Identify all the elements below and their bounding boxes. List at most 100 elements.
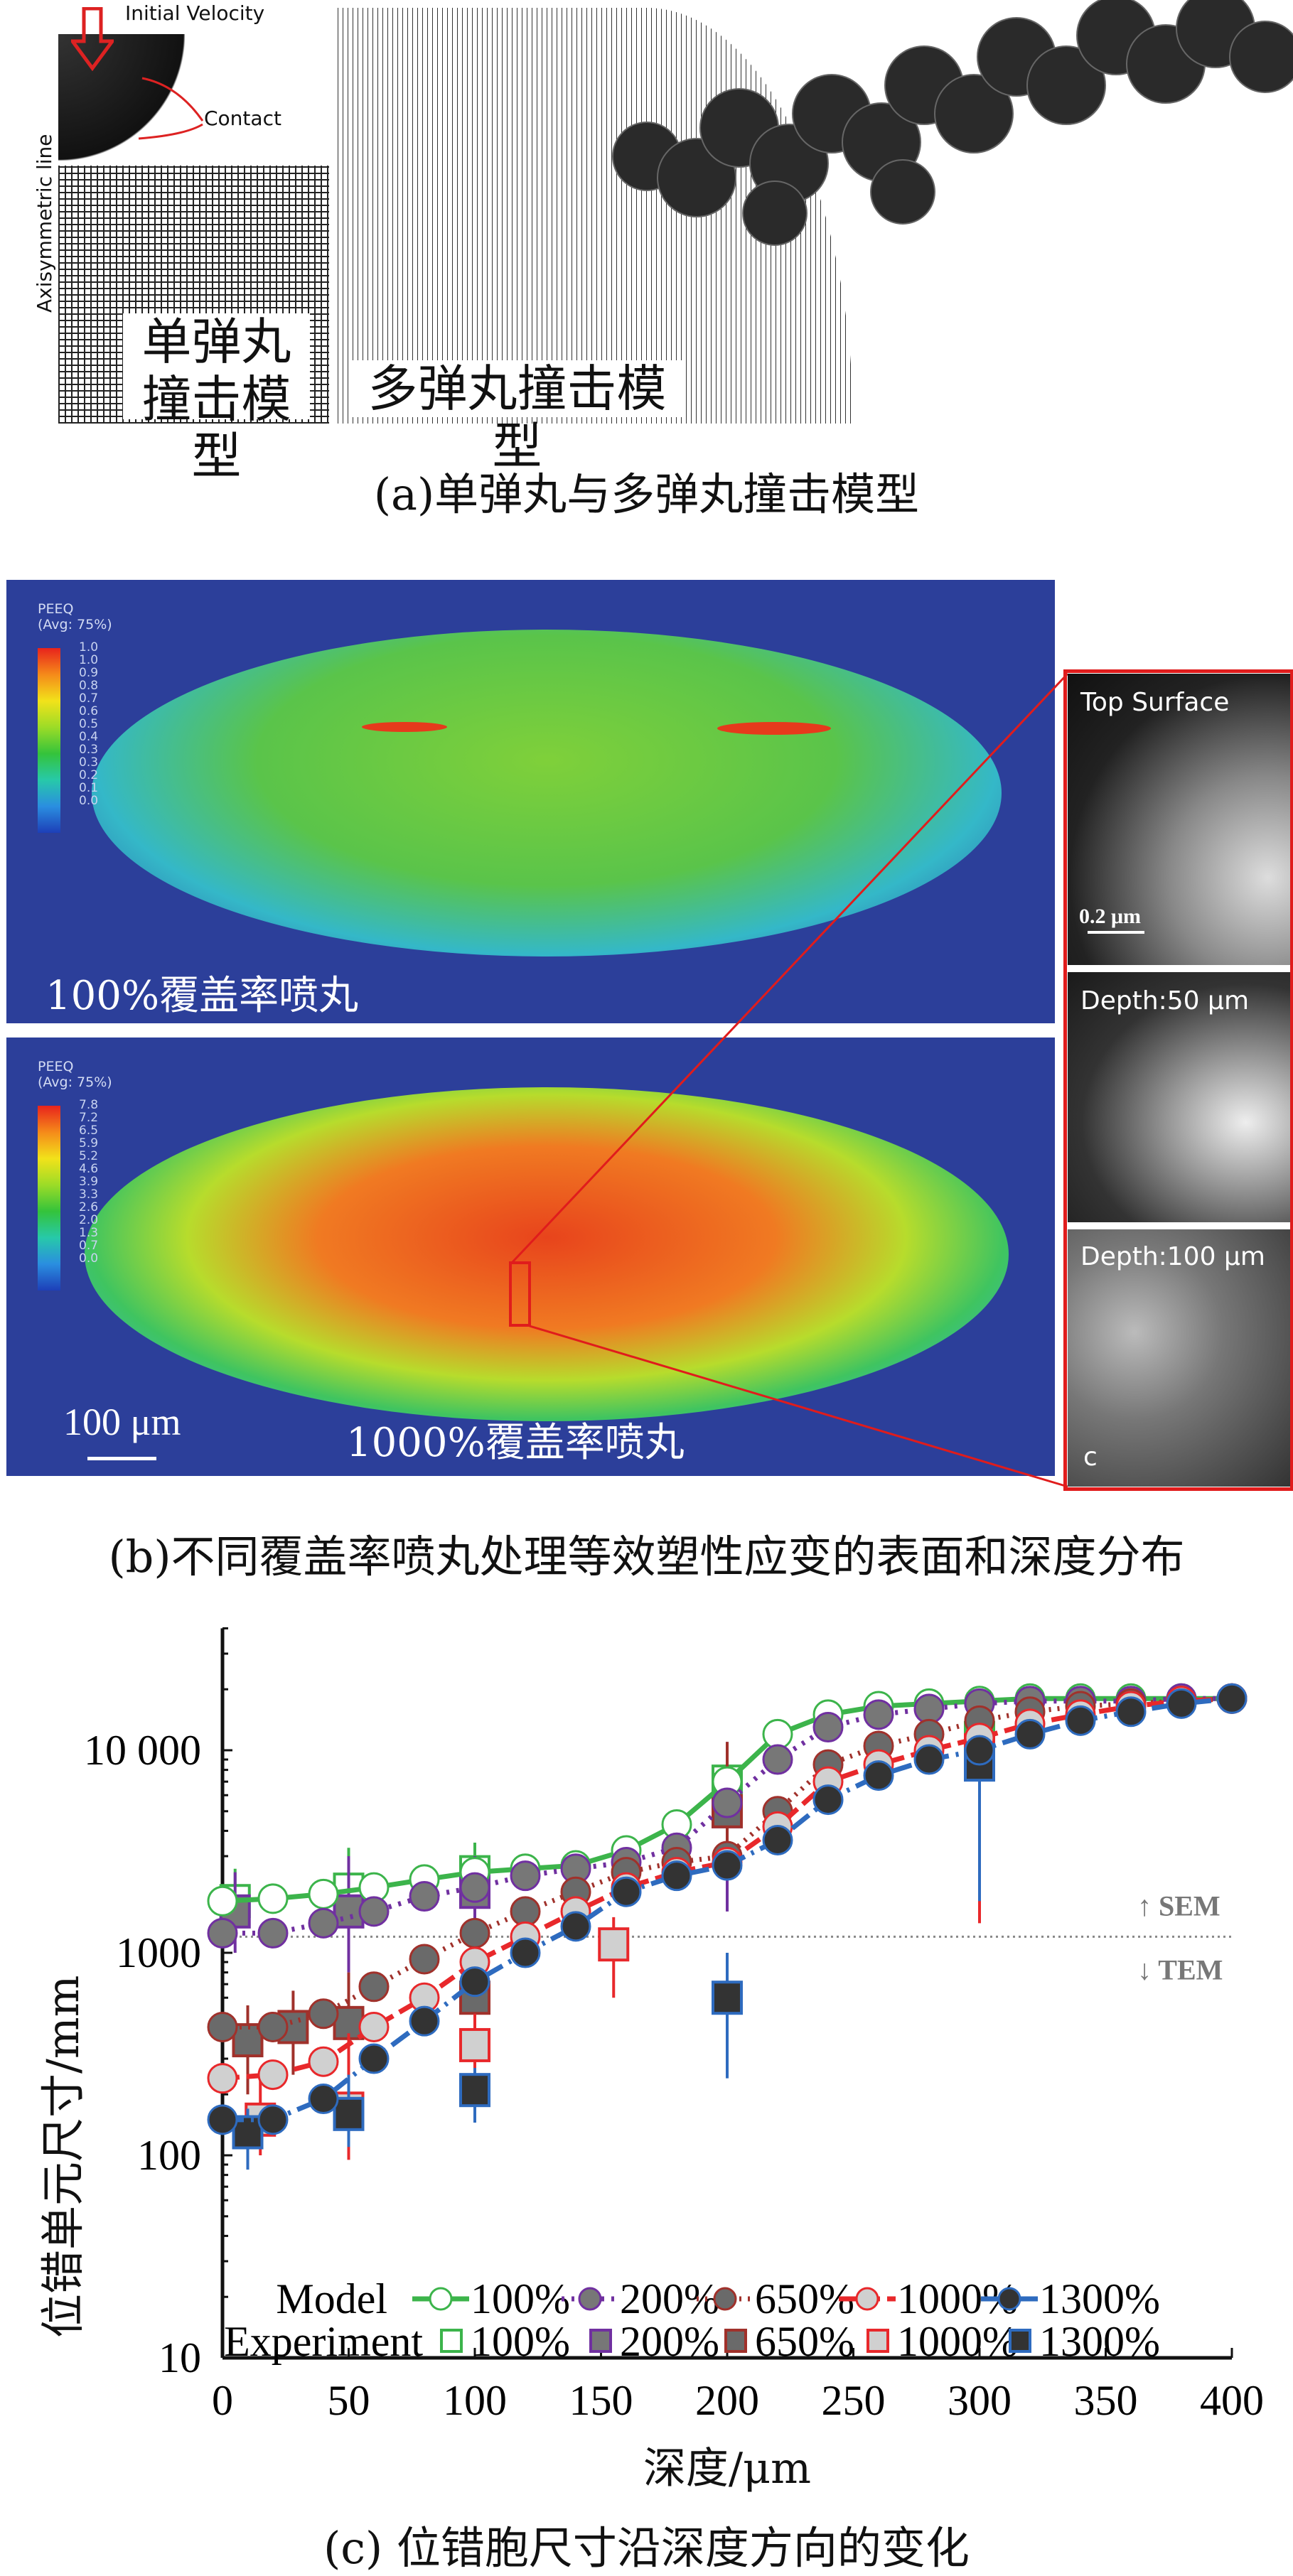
caption-c: (c) 位错胞尺寸沿深度方向的变化 — [323, 2522, 970, 2574]
model-point-200% — [510, 1860, 541, 1892]
model-point-650% — [257, 2011, 289, 2042]
contact-label: Contact — [204, 107, 281, 130]
multi-model-title: 多弹丸撞击模型 — [352, 360, 682, 475]
legend-experiment-marker — [867, 2329, 889, 2353]
model-point-1300% — [611, 1876, 642, 1907]
legend-experiment-entry: 100% — [471, 2318, 570, 2365]
initial-velocity-label: Initial Velocity — [125, 1, 265, 25]
single-model-title: 单弹丸 撞击模型 — [123, 313, 310, 485]
x-tick-label: 300 — [948, 2377, 1012, 2424]
legend-experiment-entry: 1000% — [897, 2318, 1018, 2365]
scale-bar-label: 100 μm — [63, 1401, 181, 1443]
model-point-1300% — [913, 1744, 945, 1775]
y-tick-label: 1000 — [116, 1929, 201, 1976]
legend-experiment-entry: 650% — [755, 2318, 854, 2365]
model-line-200% — [222, 1696, 1232, 1936]
legend-model-entry: 200% — [620, 2275, 719, 2322]
legend-model-label: Model — [276, 2275, 387, 2322]
model-point-200% — [863, 1699, 894, 1730]
zoom-lines — [510, 672, 1069, 1488]
legend-title: PEEQ — [38, 1059, 74, 1074]
model-point-200% — [812, 1712, 844, 1743]
hotspot — [362, 722, 447, 732]
sample-region-marker[interactable] — [509, 1261, 531, 1327]
model-point-200% — [459, 1872, 490, 1903]
tem-image-depth-50: Depth:50 μm — [1068, 972, 1290, 1222]
legend-title: PEEQ — [38, 601, 74, 617]
model-point-200% — [712, 1787, 743, 1818]
colorbar — [38, 1106, 60, 1290]
model-point-200% — [207, 1917, 238, 1949]
sem-label: ↑ SEM — [1137, 1890, 1220, 1922]
model-point-200% — [409, 1881, 440, 1912]
model-point-1300% — [863, 1760, 894, 1791]
legend-experiment-entry: 1300% — [1039, 2318, 1160, 2365]
model-point-1300% — [358, 2043, 390, 2074]
model-point-650% — [510, 1896, 541, 1927]
experiment-point-1300% — [459, 2073, 490, 2108]
experiment-point-1000% — [598, 1927, 630, 1962]
experiment-point-650% — [232, 2023, 264, 2058]
tem-label: ↓ TEM — [1137, 1953, 1223, 1985]
model-point-1300% — [560, 1911, 591, 1942]
x-axis-label: 深度/μm — [643, 2444, 812, 2494]
caption-a: (a)单弹丸与多弹丸撞击模型 — [373, 468, 920, 520]
legend-experiment-marker — [724, 2329, 747, 2353]
model-point-1300% — [1014, 1718, 1046, 1750]
x-tick-label: 200 — [695, 2377, 759, 2424]
legend-experiment-marker — [1009, 2329, 1031, 2353]
tem-scale-label: 0.2 μm — [1079, 905, 1141, 928]
tem-label: Depth:50 μm — [1080, 986, 1250, 1015]
y-tick-label: 10 — [159, 2334, 201, 2381]
tem-image-top-surface: Top Surface 0.2 μm — [1068, 674, 1290, 965]
fem-panel-100: PEEQ (Avg: 75%) 1.0 1.0 0.9 0.8 0.7 0.6 0.5 0.4… — [6, 580, 1055, 1023]
model-point-1300% — [308, 2084, 339, 2115]
colorbar-values: 1.0 1.0 0.9 0.8 0.7 0.6 0.5 0.4 0.3 0.3 0.2 0.1 0.0 — [79, 640, 99, 808]
legend-model-marker — [429, 2287, 453, 2311]
x-tick-label: 350 — [1074, 2377, 1138, 2424]
legend-experiment-entry: 200% — [620, 2318, 719, 2365]
tem-label: Depth:100 μm — [1080, 1242, 1265, 1271]
model-point-1300% — [510, 1937, 541, 1968]
model-point-200% — [308, 1907, 339, 1939]
legend-model-entry: 650% — [755, 2275, 854, 2322]
model-point-1300% — [409, 2005, 440, 2037]
model-point-100% — [257, 1883, 289, 1914]
model-point-650% — [459, 1917, 490, 1949]
model-point-100% — [308, 1878, 339, 1909]
experiment-point-200% — [333, 1894, 365, 1929]
model-point-1000% — [358, 2011, 390, 2042]
tem-scale-bar — [1088, 931, 1144, 934]
experiment-point-1300% — [333, 2096, 365, 2131]
tem-image-depth-100: Depth:100 μm c — [1068, 1229, 1290, 1487]
model-point-1300% — [1065, 1705, 1096, 1736]
fem-panel-1000: PEEQ (Avg: 75%) 7.8 7.2 6.5 5.9 5.2 4.6 3.9 3.3… — [6, 1038, 1055, 1476]
legend-model-entry: 1300% — [1039, 2275, 1160, 2322]
legend-experiment-marker — [440, 2329, 463, 2353]
tem-corner-label: c — [1083, 1443, 1098, 1472]
model-point-1300% — [812, 1784, 844, 1816]
colorbar — [38, 648, 60, 833]
legend-model-marker — [578, 2287, 602, 2311]
experiment-point-1000% — [459, 2027, 490, 2062]
legend-model-marker — [713, 2287, 737, 2311]
y-tick-label: 100 — [137, 2132, 201, 2179]
panel-label: 1000%覆盖率喷丸 — [346, 1420, 685, 1466]
model-point-650% — [308, 1998, 339, 2030]
model-point-200% — [913, 1693, 945, 1725]
model-point-650% — [207, 2011, 238, 2042]
model-point-1000% — [257, 2059, 289, 2091]
panel-label: 100%覆盖率喷丸 — [45, 973, 359, 1019]
dislocation-cell-chart: 10 100 1000 10 000 0 50 100 150 200 250 300 350 400 ↑… — [84, 1627, 1264, 2424]
tem-frame — [1063, 669, 1293, 1491]
shot-cluster — [612, 0, 1293, 246]
legend-experiment-label: Experiment — [224, 2318, 423, 2365]
model-point-1300% — [1216, 1683, 1248, 1714]
legend-avg: (Avg: 75%) — [38, 617, 112, 632]
strain-field — [92, 630, 1002, 956]
model-point-1000% — [308, 2046, 339, 2077]
y-axis-label: 位错单元尺寸/mm — [37, 1975, 89, 2338]
model-point-1300% — [964, 1735, 995, 1766]
x-tick-label: 250 — [822, 2377, 886, 2424]
y-tick-label: 10 000 — [84, 1727, 201, 1774]
